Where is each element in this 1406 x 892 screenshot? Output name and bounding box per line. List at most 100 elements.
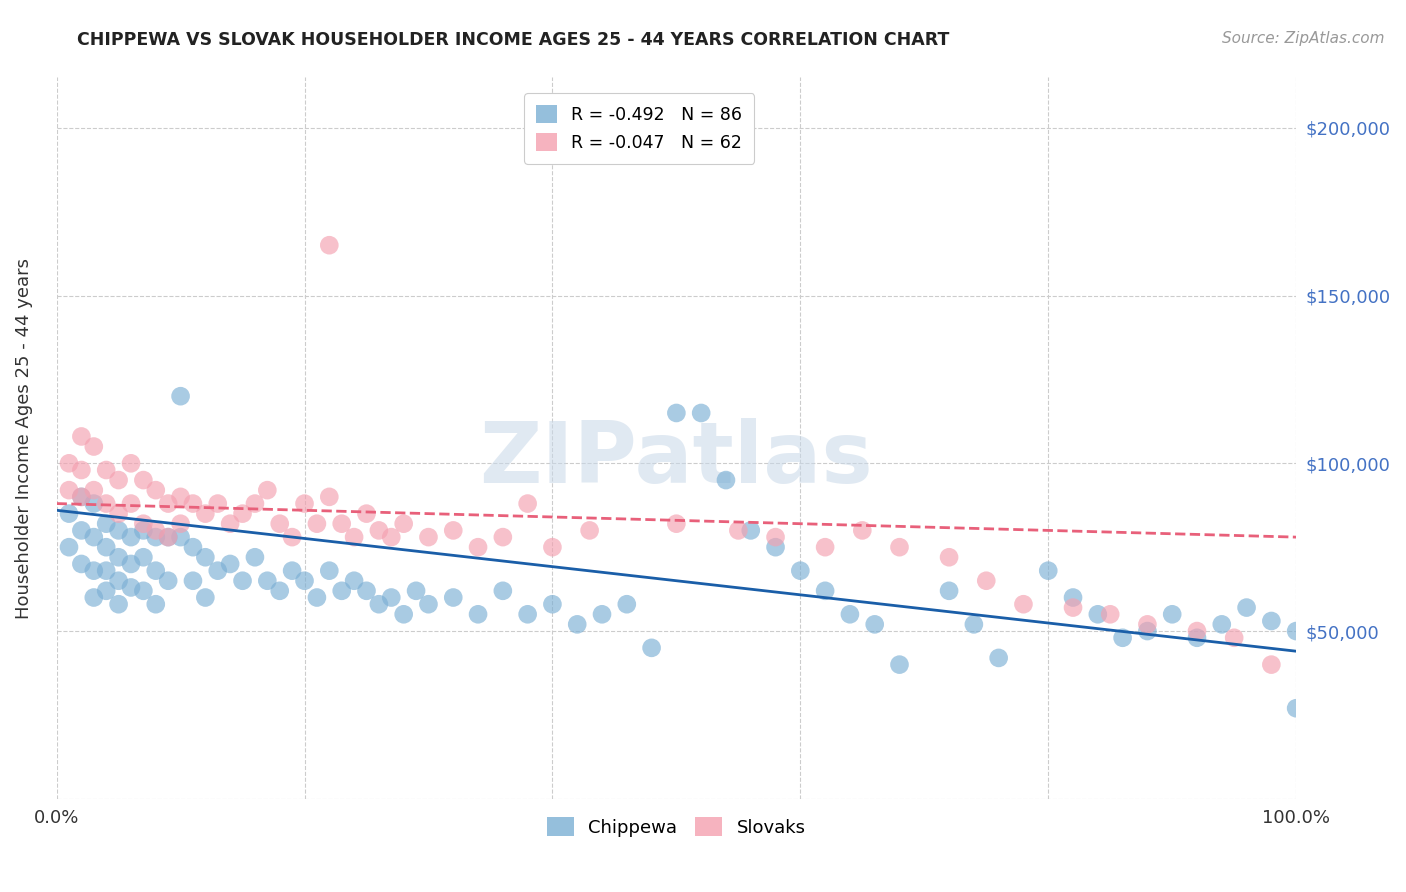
Point — [181, 540, 204, 554]
Point — [169, 530, 191, 544]
Point — [181, 574, 204, 588]
Point — [441, 524, 464, 538]
Point — [70, 557, 93, 571]
Point — [1136, 624, 1159, 638]
Point — [107, 507, 129, 521]
Point — [367, 597, 389, 611]
Point — [567, 617, 589, 632]
Point — [269, 516, 291, 531]
Point — [243, 550, 266, 565]
Point — [492, 583, 515, 598]
Point — [145, 530, 167, 544]
Point — [318, 238, 340, 252]
Point — [169, 389, 191, 403]
Point — [145, 597, 167, 611]
Point — [83, 497, 105, 511]
Point — [281, 530, 304, 544]
Point — [938, 583, 960, 598]
Point — [356, 507, 378, 521]
Y-axis label: Householder Income Ages 25 - 44 years: Householder Income Ages 25 - 44 years — [15, 258, 32, 619]
Point — [418, 597, 440, 611]
Point — [132, 516, 155, 531]
Point — [1062, 600, 1084, 615]
Point — [851, 524, 873, 538]
Point — [665, 516, 688, 531]
Point — [467, 540, 489, 554]
Point — [356, 583, 378, 598]
Point — [107, 524, 129, 538]
Point — [70, 490, 93, 504]
Point — [58, 483, 80, 497]
Point — [294, 574, 316, 588]
Point — [1260, 657, 1282, 672]
Point — [107, 597, 129, 611]
Text: CHIPPEWA VS SLOVAK HOUSEHOLDER INCOME AGES 25 - 44 YEARS CORRELATION CHART: CHIPPEWA VS SLOVAK HOUSEHOLDER INCOME AG… — [77, 31, 949, 49]
Point — [690, 406, 713, 420]
Point — [405, 583, 427, 598]
Point — [863, 617, 886, 632]
Point — [96, 516, 118, 531]
Point — [83, 591, 105, 605]
Point — [1062, 591, 1084, 605]
Point — [640, 640, 662, 655]
Point — [1223, 631, 1246, 645]
Point — [765, 530, 787, 544]
Point — [938, 550, 960, 565]
Point — [181, 497, 204, 511]
Point — [838, 607, 860, 622]
Point — [219, 516, 242, 531]
Point — [132, 473, 155, 487]
Point — [120, 456, 142, 470]
Point — [380, 591, 402, 605]
Point — [1099, 607, 1122, 622]
Point — [243, 497, 266, 511]
Point — [83, 483, 105, 497]
Point — [194, 507, 217, 521]
Point — [727, 524, 749, 538]
Point — [318, 564, 340, 578]
Point — [157, 530, 180, 544]
Point — [740, 524, 762, 538]
Point — [132, 583, 155, 598]
Point — [83, 564, 105, 578]
Point — [120, 581, 142, 595]
Point — [145, 564, 167, 578]
Point — [330, 583, 353, 598]
Point — [157, 497, 180, 511]
Point — [380, 530, 402, 544]
Point — [132, 524, 155, 538]
Point — [1111, 631, 1133, 645]
Point — [578, 524, 600, 538]
Point — [157, 574, 180, 588]
Point — [974, 574, 997, 588]
Point — [541, 597, 564, 611]
Point — [194, 550, 217, 565]
Point — [591, 607, 613, 622]
Point — [330, 516, 353, 531]
Point — [120, 530, 142, 544]
Point — [305, 516, 328, 531]
Point — [1185, 631, 1208, 645]
Point — [256, 574, 278, 588]
Point — [58, 540, 80, 554]
Point — [232, 507, 254, 521]
Point — [70, 429, 93, 443]
Point — [665, 406, 688, 420]
Text: Source: ZipAtlas.com: Source: ZipAtlas.com — [1222, 31, 1385, 46]
Point — [269, 583, 291, 598]
Point — [1211, 617, 1233, 632]
Point — [169, 490, 191, 504]
Point — [1285, 701, 1308, 715]
Point — [96, 564, 118, 578]
Point — [219, 557, 242, 571]
Point — [58, 456, 80, 470]
Point — [207, 497, 229, 511]
Point — [1236, 600, 1258, 615]
Point — [516, 497, 538, 511]
Point — [343, 530, 366, 544]
Point — [132, 550, 155, 565]
Point — [207, 564, 229, 578]
Point — [367, 524, 389, 538]
Point — [169, 516, 191, 531]
Point — [281, 564, 304, 578]
